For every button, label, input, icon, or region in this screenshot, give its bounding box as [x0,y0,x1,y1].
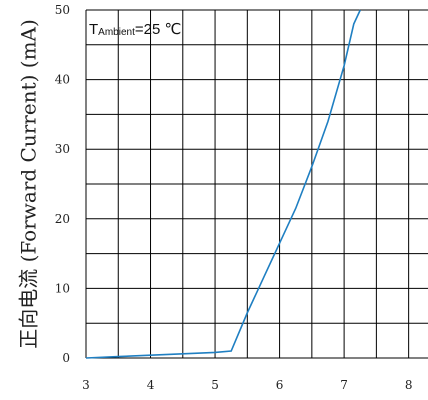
y-tick-label-5: 50 [55,3,70,17]
annotation-label-sub: Ambient [98,27,135,38]
y-tick-label-0: 0 [62,351,70,365]
annotation-label-main: T [89,21,98,38]
y-tick-label-1: 10 [55,281,70,295]
x-tick-label-4: 7 [340,378,348,392]
grid-layer [85,9,428,359]
y-tick-label-3: 30 [55,142,70,156]
x-tick-label-3: 6 [276,378,284,392]
ambient-temperature-annotation: TAmbient=25 ℃ [89,21,181,38]
tick-layer: 3 4 5 6 7 8 0 10 20 30 40 50 [55,3,413,392]
y-tick-label-4: 40 [55,73,70,87]
x-tick-label-0: 3 [82,378,90,392]
annotation-label-value: =25 ℃ [135,21,181,38]
series-line-0 [85,9,361,359]
y-tick-label-2: 20 [55,212,70,226]
series-layer [85,9,361,359]
x-tick-label-5: 8 [405,378,413,392]
y-axis-label: 正向电流 (Forward Current) (mA) [17,19,41,349]
x-tick-label-1: 4 [147,378,155,392]
x-tick-label-2: 5 [211,378,219,392]
